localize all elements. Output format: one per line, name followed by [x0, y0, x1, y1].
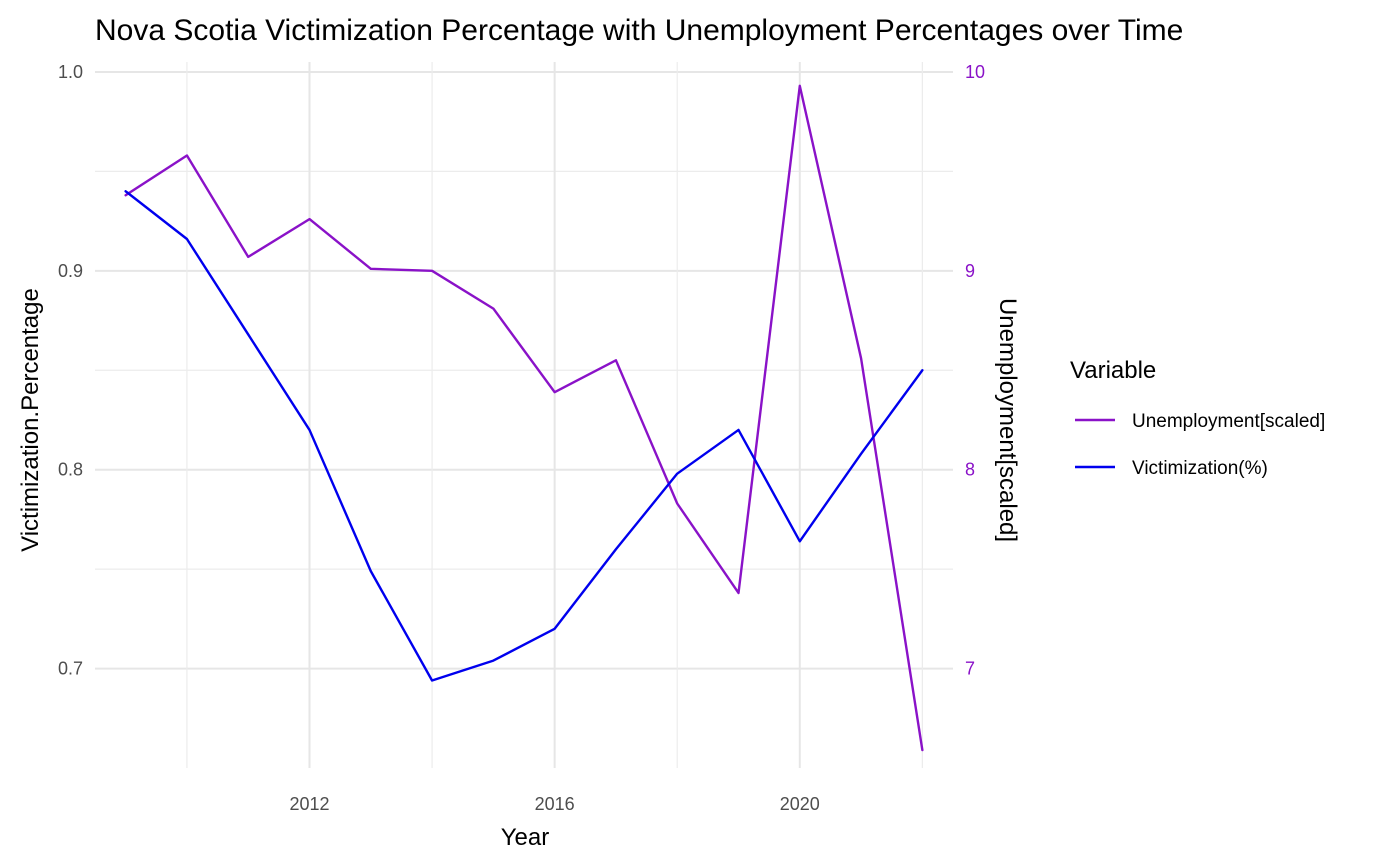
series-lines: [124, 84, 924, 752]
y2-tick-label: 8: [965, 460, 975, 480]
x-tick-label: 2020: [780, 794, 820, 814]
legend-title: Variable: [1070, 357, 1156, 384]
legend: Variable Unemployment[scaled] Victimizat…: [1070, 357, 1325, 479]
y-tick-label: 1.0: [58, 62, 83, 82]
y2-axis-title: Unemployment[scaled]: [994, 298, 1021, 542]
y2-tick-label: 7: [965, 659, 975, 679]
x-tick-label: 2016: [535, 794, 575, 814]
victimization-series-line: [124, 190, 924, 682]
tick-labels: 0.7 0.8 0.9 1.0 2012 2016 2020 7 8 9 10: [58, 62, 985, 814]
x-tick-label: 2012: [289, 794, 329, 814]
y-tick-label: 0.7: [58, 659, 83, 679]
y2-tick-label: 9: [965, 261, 975, 281]
legend-label-victimization: Victimization(%): [1132, 458, 1268, 479]
y2-tick-label: 10: [965, 62, 985, 82]
y-axis-title: Victimization.Percentage: [17, 288, 44, 552]
y-tick-label: 0.9: [58, 261, 83, 281]
x-axis-title: Year: [501, 824, 550, 851]
legend-label-unemployment: Unemployment[scaled]: [1132, 411, 1325, 432]
y-tick-label: 0.8: [58, 460, 83, 480]
unemployment-series-line: [124, 84, 924, 752]
chart-title: Nova Scotia Victimization Percentage wit…: [95, 14, 1183, 47]
grid: [95, 62, 953, 768]
